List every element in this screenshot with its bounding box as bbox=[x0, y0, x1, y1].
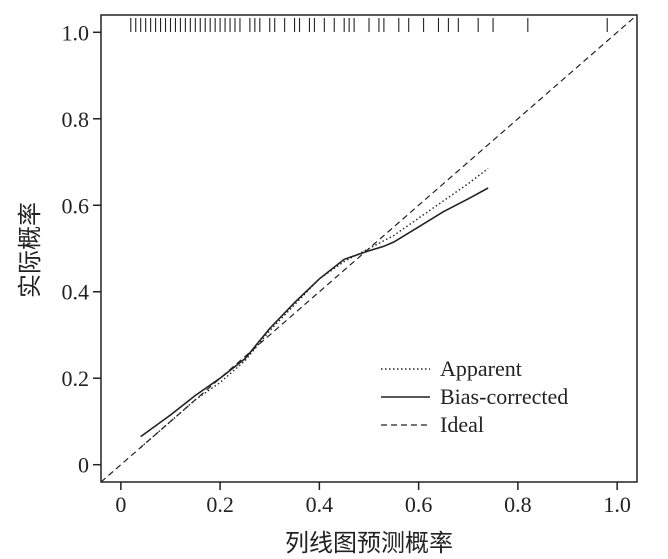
y-tick-label: 0.4 bbox=[62, 280, 90, 305]
y-axis-title: 实际概率 bbox=[16, 202, 44, 298]
series-line-apparent bbox=[140, 167, 489, 448]
y-axis-ticks: 0 0.2 0.4 0.6 0.8 1.0 bbox=[62, 20, 101, 478]
rug-marks bbox=[130, 18, 608, 32]
x-tick-label: 0.6 bbox=[405, 492, 433, 517]
y-tick-label: 0.6 bbox=[62, 193, 90, 218]
x-tick-label: 0 bbox=[115, 492, 126, 517]
series-line-bias-corrected bbox=[140, 187, 489, 438]
x-axis-ticks: 0 0.2 0.4 0.6 0.8 1.0 bbox=[115, 482, 631, 517]
y-tick-label: 0.2 bbox=[62, 366, 90, 391]
y-tick-label: 1.0 bbox=[62, 20, 90, 45]
legend-label-ideal: Ideal bbox=[440, 412, 484, 437]
series-line-ideal bbox=[101, 15, 637, 482]
legend-label-bias-corrected: Bias-corrected bbox=[440, 384, 568, 409]
y-tick-label: 0 bbox=[78, 453, 89, 478]
y-tick-label: 0.8 bbox=[62, 107, 90, 132]
x-tick-label: 0.2 bbox=[206, 492, 234, 517]
x-tick-label: 1.0 bbox=[603, 492, 631, 517]
x-axis-title: 列线图预测概率 bbox=[285, 529, 453, 557]
x-tick-label: 0.8 bbox=[504, 492, 532, 517]
x-tick-label: 0.4 bbox=[306, 492, 334, 517]
plot-frame bbox=[100, 14, 638, 483]
series-lines bbox=[101, 15, 637, 482]
legend-label-apparent: Apparent bbox=[440, 356, 522, 381]
legend: Apparent Bias-corrected Ideal bbox=[381, 356, 568, 437]
